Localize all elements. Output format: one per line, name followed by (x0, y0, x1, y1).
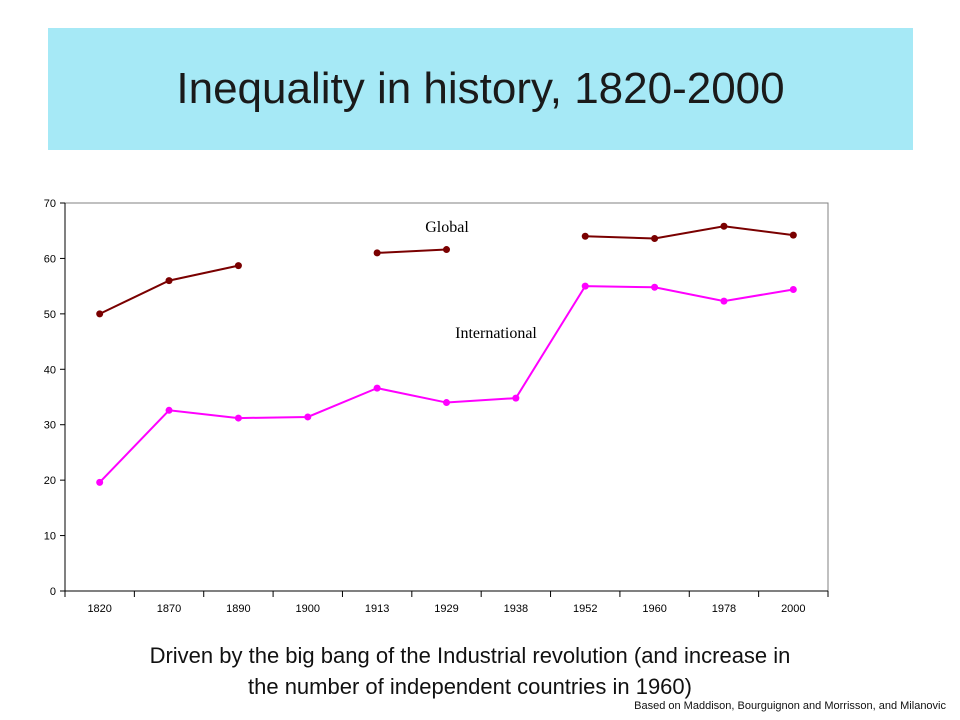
y-tick-label: 70 (44, 198, 56, 210)
data-point-global (581, 232, 589, 240)
x-tick-label: 1938 (504, 603, 528, 615)
caption-line-1: Driven by the big bang of the Industrial… (149, 643, 791, 668)
x-tick-label: 1900 (296, 603, 320, 615)
data-point-international (304, 413, 312, 421)
data-point-global (373, 249, 381, 257)
slide-title: Inequality in history, 1820-2000 (176, 64, 785, 113)
x-tick-label: 1820 (87, 603, 111, 615)
data-point-global (651, 234, 659, 242)
y-tick-label: 40 (44, 364, 56, 376)
data-point-international (581, 282, 589, 290)
x-tick-label: 1929 (434, 603, 458, 615)
title-band: Inequality in history, 1820-2000 (48, 28, 913, 150)
x-tick-label: 1890 (226, 603, 250, 615)
data-point-international (96, 478, 104, 486)
y-tick-label: 20 (44, 475, 56, 487)
series-label-international: International (455, 325, 537, 342)
data-point-global (165, 277, 173, 285)
data-point-international (651, 283, 659, 291)
series-label-global: Global (425, 219, 469, 236)
series-line-international (98, 285, 794, 484)
x-tick-label: 1952 (573, 603, 597, 615)
slide-caption: Driven by the big bang of the Industrial… (60, 640, 880, 702)
x-tick-label: 2000 (781, 603, 805, 615)
series-line-global (377, 248, 447, 254)
data-point-global (443, 246, 450, 254)
data-point-global (720, 222, 728, 230)
data-point-international (443, 399, 450, 407)
y-tick-label: 30 (44, 420, 56, 432)
y-tick-label: 0 (50, 586, 56, 598)
x-tick-label: 1978 (712, 603, 736, 615)
x-tick-label: 1960 (642, 603, 666, 615)
data-point-international (720, 297, 728, 305)
series-line-global (99, 264, 239, 315)
data-point-global (234, 262, 242, 270)
source-note: Based on Maddison, Bourguignon and Morri… (634, 700, 946, 712)
series-line-global (585, 225, 794, 240)
x-tick-label: 1913 (365, 603, 389, 615)
data-point-international (234, 414, 242, 422)
y-tick-label: 50 (44, 309, 56, 321)
data-point-international (789, 285, 797, 293)
plot-frame (64, 202, 829, 592)
y-tick-label: 10 (44, 531, 56, 543)
data-point-international (512, 394, 520, 402)
data-point-international (373, 384, 381, 392)
y-tick-label: 60 (44, 253, 56, 265)
caption-line-2: the number of independent countries in 1… (248, 674, 692, 699)
x-tick-label: 1870 (157, 603, 181, 615)
data-point-global (789, 231, 797, 239)
data-point-international (165, 406, 173, 414)
data-point-global (96, 310, 104, 318)
